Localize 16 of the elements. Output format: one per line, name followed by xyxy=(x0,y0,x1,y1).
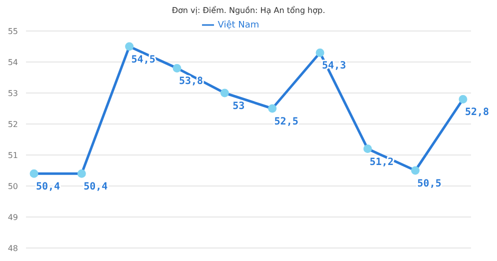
data-label: 50,5 xyxy=(417,178,442,190)
y-tick-label: 49 xyxy=(8,212,18,222)
legend-label: Việt Nam xyxy=(218,20,260,30)
data-label: 50,4 xyxy=(84,182,108,193)
y-tick-label: 51 xyxy=(8,150,18,160)
chart-subtitle: Đơn vị: Điểm. Nguồn: Hạ An tổng hợp. xyxy=(170,5,326,15)
y-tick-label: 52 xyxy=(8,120,18,129)
data-label: 52,8 xyxy=(464,107,490,118)
data-label: 52,5 xyxy=(274,116,298,128)
y-tick-label: 54 xyxy=(8,58,18,67)
y-tick-label: 50 xyxy=(8,182,18,191)
data-label: 50,4 xyxy=(36,182,60,193)
y-tick-label: 53 xyxy=(8,88,18,98)
data-label: 53 xyxy=(232,101,245,112)
y-tick-label: 48 xyxy=(8,244,18,253)
y-tick-label: 55 xyxy=(8,26,18,36)
